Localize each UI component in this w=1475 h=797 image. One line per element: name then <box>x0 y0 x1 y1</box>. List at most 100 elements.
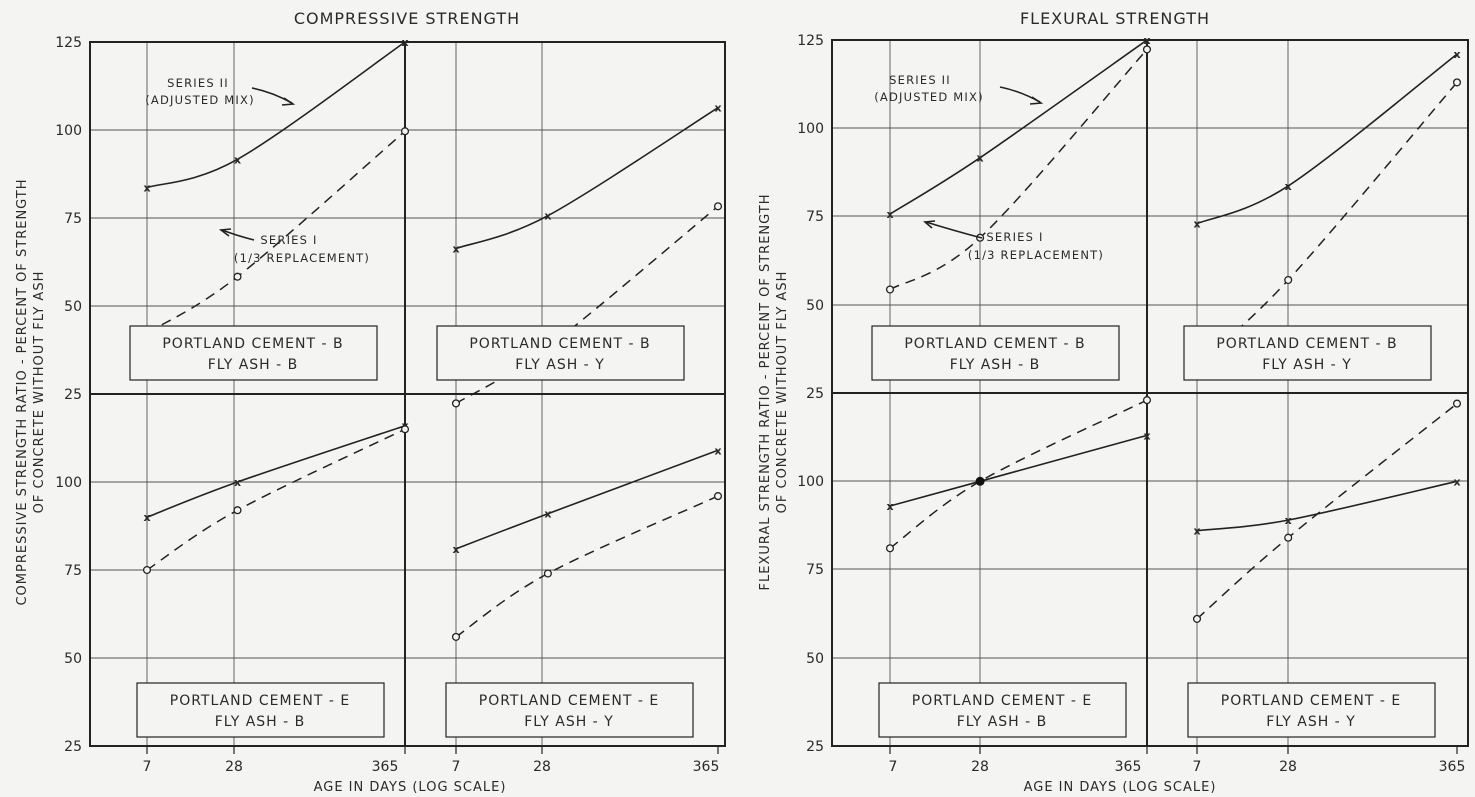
panel-label-box <box>1183 325 1432 381</box>
panel-label-line1: PORTLAND CEMENT - B <box>162 336 343 352</box>
y-tick-label: 25 <box>64 387 82 403</box>
x-tick-label: 28 <box>225 759 243 775</box>
series-2-point: x <box>1143 429 1150 442</box>
panel-label: PORTLAND CEMENT - E FLY ASH - Y <box>445 682 694 738</box>
series-2-point: x <box>544 210 551 223</box>
panel-label: PORTLAND CEMENT - B FLY ASH - B <box>871 325 1120 381</box>
x-tick-label: 365 <box>1115 759 1142 775</box>
panel-label-box <box>136 682 385 738</box>
series-1-point <box>1452 78 1462 87</box>
panel-label-line2: FLY ASH - B <box>957 714 1048 730</box>
series-2-point: x <box>1453 48 1460 61</box>
series-2-point: x <box>1285 514 1292 527</box>
series-1-point <box>451 632 461 641</box>
x-axis-label: AGE IN DAYS (LOG SCALE) <box>1024 780 1217 795</box>
plot-frame <box>89 41 726 747</box>
panel-label-box <box>436 325 685 381</box>
panel-label-line1: PORTLAND CEMENT - E <box>912 693 1093 709</box>
series-2-line <box>455 107 719 250</box>
y-tick-label: 75 <box>64 563 82 579</box>
series-2-point: x <box>234 153 241 166</box>
series-2-annotation: SERIES II <box>889 73 951 87</box>
x-tick-label: 365 <box>693 759 720 775</box>
series-2-point: x <box>1453 475 1460 488</box>
series-1-point <box>451 399 461 408</box>
series-2-point: x <box>143 511 150 524</box>
chart-title: COMPRESSIVE STRENGTH <box>294 9 520 28</box>
flexural-strength-chart: FLEXURAL STRENGTH FLEXURAL STRENGTH RATI… <box>758 9 1469 795</box>
series-1-arrowhead <box>218 228 232 237</box>
series-1-point <box>1284 275 1293 285</box>
panel-label: PORTLAND CEMENT - E FLY ASH - B <box>136 682 385 738</box>
compressive-strength-chart: COMPRESSIVE STRENGTH COMPRESSIVE STRENGT… <box>15 9 726 795</box>
series-2-line <box>146 41 406 189</box>
y-tick-label: 100 <box>55 123 82 139</box>
series-2-point: x <box>1285 180 1292 193</box>
series-1-line <box>889 399 1148 549</box>
x-tick-label: 365 <box>372 759 399 775</box>
y-tick-label: 100 <box>55 475 82 491</box>
series-2-point: x <box>234 476 241 489</box>
panel-label-box <box>878 682 1127 738</box>
x-tick-label: 7 <box>889 759 898 775</box>
panel-label-line1: PORTLAND CEMENT - B <box>904 336 1085 352</box>
panel-label: PORTLAND CEMENT - B FLY ASH - Y <box>1183 325 1432 381</box>
series-2-point: x <box>143 182 150 195</box>
panel-label-line2: FLY ASH - B <box>208 357 299 373</box>
plot-frame <box>831 39 1469 747</box>
series-2-point: x <box>1193 525 1200 538</box>
series-2-point: x <box>401 36 408 49</box>
series-2-point: x <box>977 152 984 165</box>
series-1-arrow <box>221 229 255 241</box>
y-tick-label: 125 <box>797 33 824 49</box>
x-tick-label: 7 <box>1193 759 1202 775</box>
y-axis-label-line2: OF CONCRETE WITHOUT FLY ASH <box>775 271 790 514</box>
panel-label-line1: PORTLAND CEMENT - B <box>1216 336 1397 352</box>
y-tick-label: 125 <box>55 35 82 51</box>
series-1-line <box>146 428 406 571</box>
series-2-arrow <box>251 87 293 104</box>
series-1-arrowhead <box>923 220 936 229</box>
series-1-point <box>1142 396 1152 405</box>
panel-label: PORTLAND CEMENT - B FLY ASH - Y <box>436 325 685 381</box>
series-1-point <box>543 569 552 578</box>
series-2-annotation: SERIES II <box>167 76 229 90</box>
panel-label-box <box>1187 682 1436 738</box>
y-tick-label: 75 <box>806 209 824 225</box>
series-1-point <box>1284 533 1293 542</box>
series-1-annotation: SERIES I <box>986 230 1043 244</box>
series-2-arrowhead <box>281 97 296 106</box>
series-2-point: x <box>452 243 459 256</box>
series-1-line <box>1196 403 1458 620</box>
panel-label-line2: FLY ASH - Y <box>1262 357 1352 373</box>
panel-label-line2: FLY ASH - B <box>950 357 1041 373</box>
panel-label-line1: PORTLAND CEMENT - E <box>479 693 660 709</box>
x-tick-label: 28 <box>1279 759 1297 775</box>
y-axis-label-line2: OF CONCRETE WITHOUT FLY ASH <box>32 271 47 514</box>
series-2-line <box>146 424 406 518</box>
x-tick-label: 28 <box>533 759 551 775</box>
series-2-line <box>455 449 719 550</box>
series-1-line <box>146 130 406 334</box>
series-2-line <box>1196 53 1458 225</box>
series-1-point <box>233 272 242 281</box>
y-tick-label: 25 <box>64 739 82 755</box>
series-1-point <box>885 544 895 553</box>
series-2-line <box>889 39 1148 215</box>
y-tick-label: 50 <box>64 299 82 315</box>
panel-label-line2: FLY ASH - B <box>215 714 306 730</box>
x-axis-label: AGE IN DAYS (LOG SCALE) <box>314 780 507 795</box>
series-1-point <box>713 202 723 211</box>
y-tick-label: 75 <box>64 211 82 227</box>
series-2-point: x <box>1143 34 1150 47</box>
series-2-line <box>889 434 1148 507</box>
panel-label-box <box>445 682 694 738</box>
series-1-point <box>1452 399 1462 408</box>
series-2-arrowhead <box>1029 96 1044 105</box>
series-1-line <box>889 48 1148 291</box>
series-2-point: x <box>886 208 893 221</box>
y-tick-label: 25 <box>806 739 824 755</box>
series-1-point <box>142 565 152 575</box>
series-2-point: x <box>714 444 721 457</box>
